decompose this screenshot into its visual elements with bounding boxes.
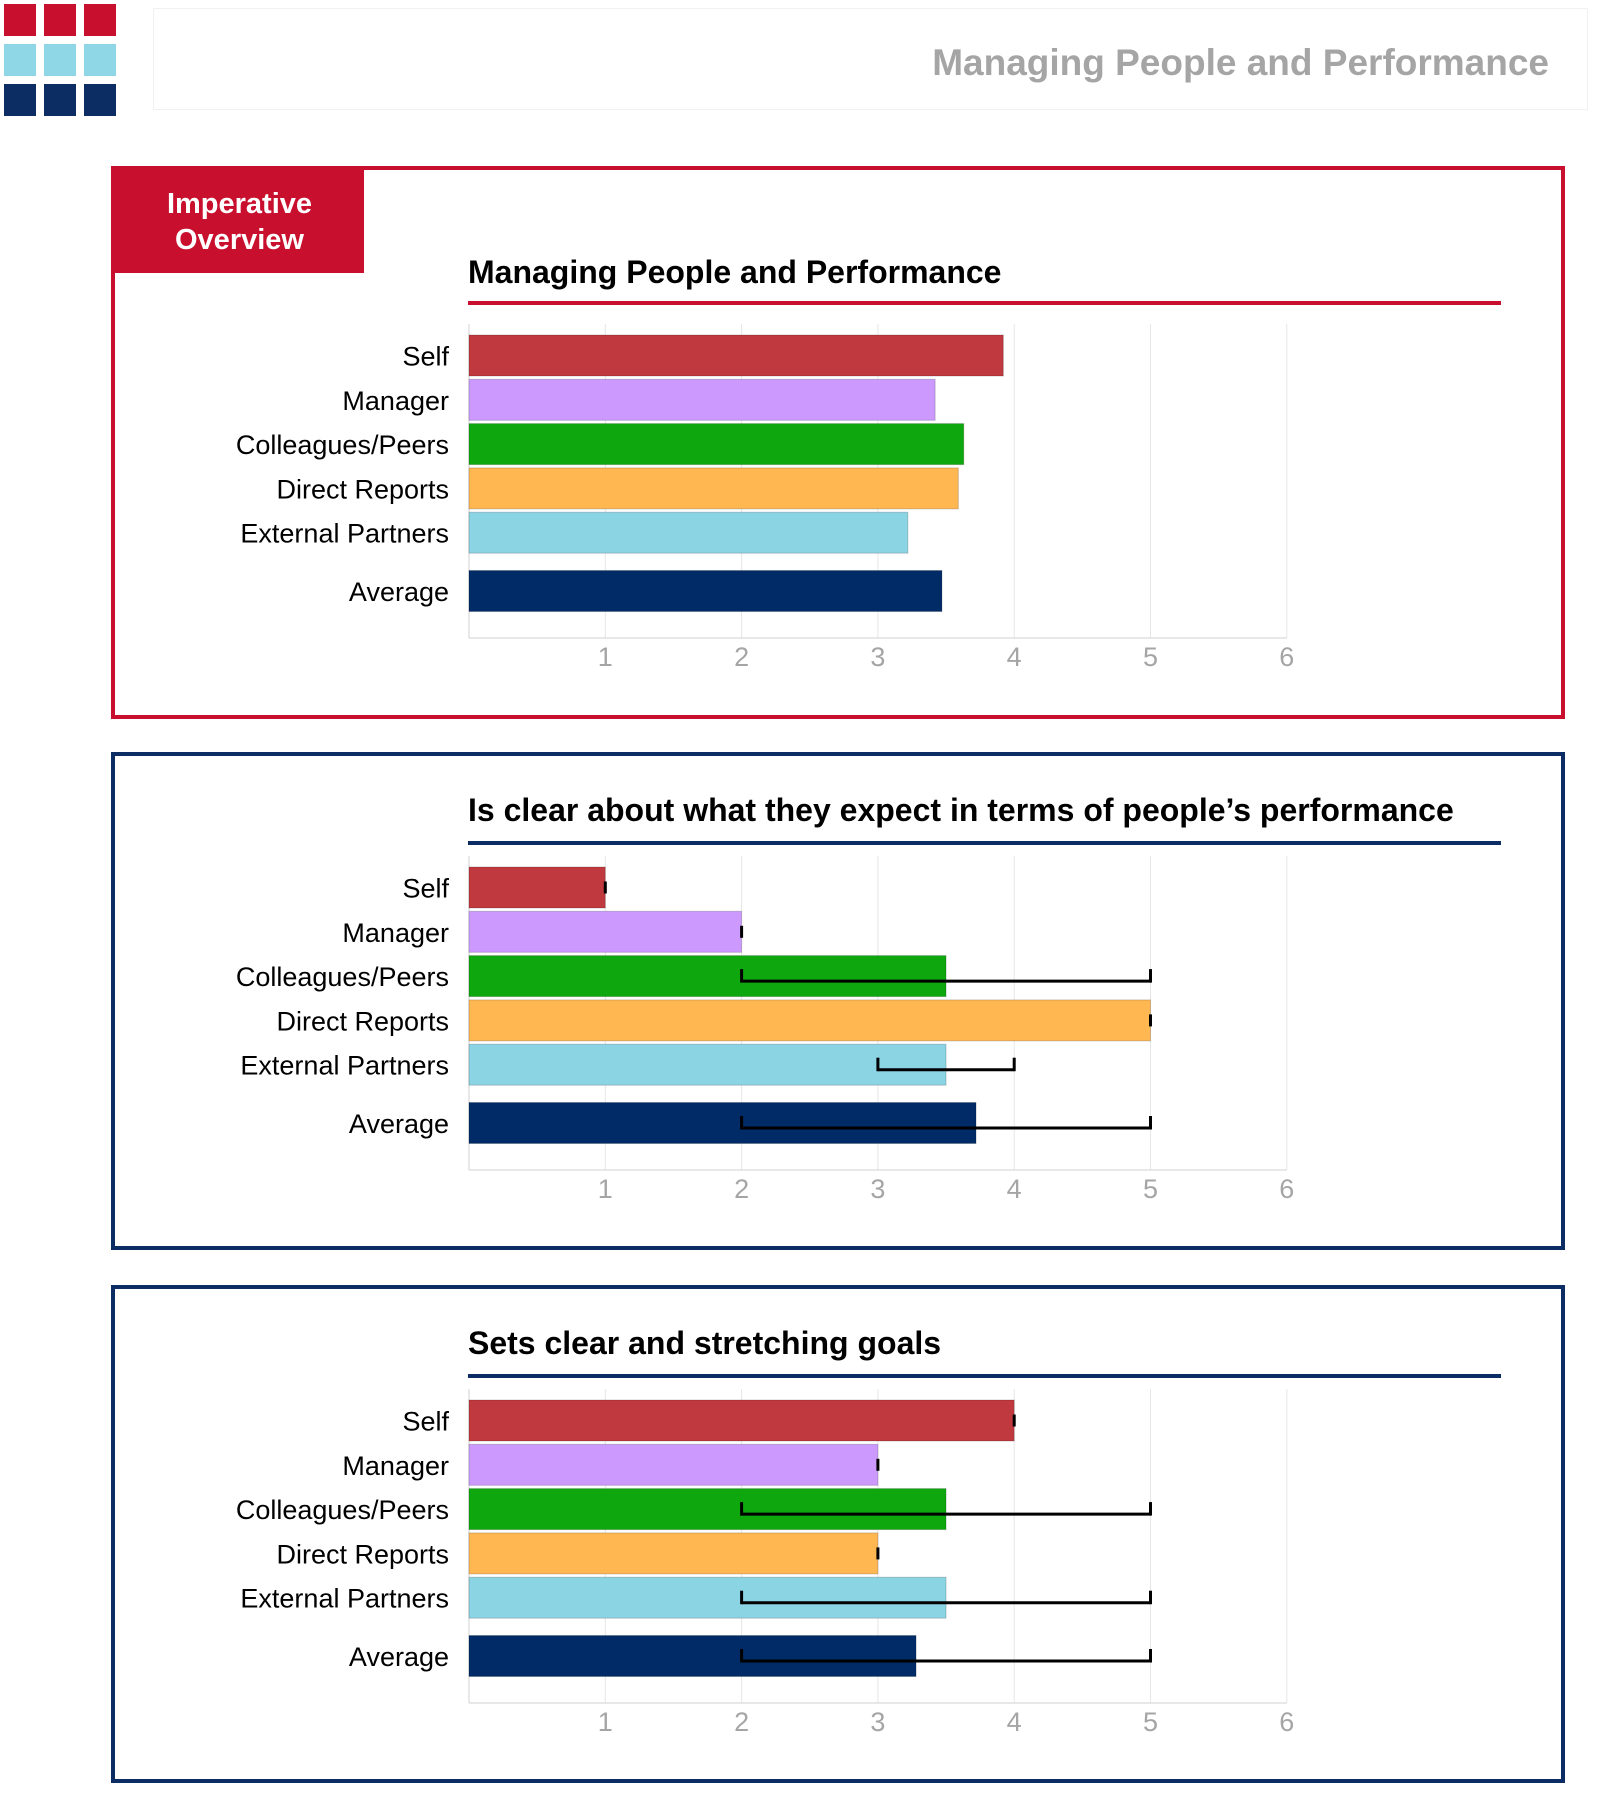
x-tick-label: 4 bbox=[1007, 1174, 1022, 1204]
tab-line-1: Imperative bbox=[166, 187, 313, 220]
imperative-overview-tab: Imperative Overview bbox=[115, 170, 364, 273]
category-label-colleagues-peers: Colleagues/Peers bbox=[236, 1495, 449, 1525]
chart-title: Managing People and Performance bbox=[468, 254, 1002, 290]
goals-bar-chart: Self Manager Colleagues/Peers Direct Report… bbox=[236, 1374, 1501, 1737]
bar-direct-reports bbox=[468, 467, 959, 510]
category-label-average: Average bbox=[349, 1642, 449, 1672]
x-tick-label: 4 bbox=[1007, 1707, 1022, 1737]
title-underline bbox=[468, 841, 1501, 845]
header-bar: Managing People and Performance bbox=[153, 8, 1588, 110]
overview-panel: Imperative Overview Managing People and … bbox=[111, 166, 1565, 719]
expectations-panel: Is clear about what they expect in terms… bbox=[111, 752, 1565, 1250]
category-label-manager: Manager bbox=[342, 918, 449, 948]
brand-logo bbox=[4, 4, 116, 116]
x-tick-label: 6 bbox=[1279, 1174, 1294, 1204]
x-tick-label: 4 bbox=[1007, 642, 1022, 672]
bar-colleagues-peers bbox=[468, 1488, 947, 1531]
range-marker-average bbox=[740, 1116, 1152, 1130]
x-tick-label: 1 bbox=[598, 642, 613, 672]
bar-external-partners bbox=[468, 511, 909, 554]
range-marker-colleagues-peers bbox=[740, 1502, 1152, 1516]
category-label-self: Self bbox=[402, 1407, 449, 1437]
category-label-self: Self bbox=[402, 342, 449, 372]
bar-average bbox=[468, 1635, 917, 1677]
bar-manager bbox=[468, 910, 743, 953]
x-tick-label: 5 bbox=[1143, 1174, 1158, 1204]
bar-colleagues-peers bbox=[468, 955, 947, 998]
x-tick-label: 1 bbox=[598, 1707, 613, 1737]
x-tick-label: 3 bbox=[870, 642, 885, 672]
tab-line-2: Overview bbox=[175, 223, 304, 256]
chart-title: Is clear about what they expect in terms… bbox=[468, 792, 1454, 828]
bar-self bbox=[468, 866, 606, 909]
bar-self bbox=[468, 1399, 1015, 1442]
bar-average bbox=[468, 570, 943, 612]
category-label-external-partners: External Partners bbox=[240, 1051, 449, 1081]
x-tick-label: 1 bbox=[598, 1174, 613, 1204]
header-title: Managing People and Performance bbox=[932, 42, 1549, 83]
range-marker-colleagues-peers bbox=[740, 969, 1152, 983]
bar-colleagues-peers bbox=[468, 423, 965, 466]
x-tick-label: 2 bbox=[734, 642, 749, 672]
x-tick-label: 5 bbox=[1143, 642, 1158, 672]
x-tick-label: 5 bbox=[1143, 1707, 1158, 1737]
x-tick-label: 3 bbox=[870, 1174, 885, 1204]
goals-panel: Sets clear and stretching goals Self Mana… bbox=[111, 1285, 1565, 1783]
bar-manager bbox=[468, 378, 936, 421]
category-label-manager: Manager bbox=[342, 1451, 449, 1481]
range-marker-average bbox=[740, 1649, 1152, 1663]
category-label-average: Average bbox=[349, 577, 449, 607]
range-marker-external-partners bbox=[740, 1590, 1152, 1605]
title-underline bbox=[468, 1374, 1501, 1378]
bar-direct-reports bbox=[468, 1532, 879, 1575]
category-label-self: Self bbox=[402, 874, 449, 904]
bar-external-partners bbox=[468, 1576, 947, 1619]
category-label-average: Average bbox=[349, 1109, 449, 1139]
overview-bar-chart: Self Manager Colleagues/Peers Direct Report… bbox=[236, 301, 1501, 672]
category-label-direct-reports: Direct Reports bbox=[276, 474, 449, 504]
x-tick-label: 3 bbox=[870, 1707, 885, 1737]
bar-manager bbox=[468, 1443, 879, 1486]
category-label-external-partners: External Partners bbox=[240, 519, 449, 549]
expectations-bar-chart: Self Manager Colleagues/Peers Direct Report… bbox=[236, 841, 1501, 1204]
bar-direct-reports bbox=[468, 999, 1151, 1042]
category-label-direct-reports: Direct Reports bbox=[276, 1006, 449, 1036]
title-underline bbox=[468, 301, 1501, 305]
bar-self bbox=[468, 334, 1004, 377]
x-tick-label: 6 bbox=[1279, 1707, 1294, 1737]
category-label-colleagues-peers: Colleagues/Peers bbox=[236, 962, 449, 992]
category-label-direct-reports: Direct Reports bbox=[276, 1539, 449, 1569]
category-label-colleagues-peers: Colleagues/Peers bbox=[236, 430, 449, 460]
chart-title: Sets clear and stretching goals bbox=[468, 1325, 942, 1361]
x-tick-label: 6 bbox=[1279, 642, 1294, 672]
bar-external-partners bbox=[468, 1043, 947, 1086]
category-label-manager: Manager bbox=[342, 386, 449, 416]
x-tick-label: 2 bbox=[734, 1174, 749, 1204]
bar-average bbox=[468, 1102, 977, 1144]
x-tick-label: 2 bbox=[734, 1707, 749, 1737]
category-label-external-partners: External Partners bbox=[240, 1584, 449, 1614]
range-marker-external-partners bbox=[876, 1057, 1016, 1072]
